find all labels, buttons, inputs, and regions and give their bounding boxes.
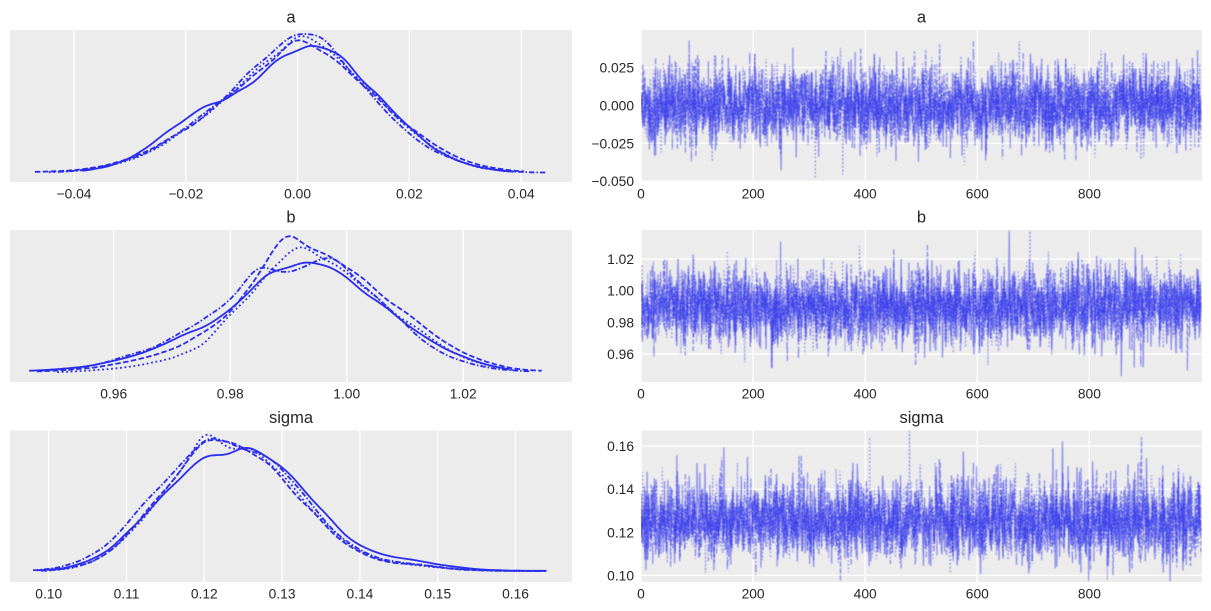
svg-text:0.15: 0.15 (424, 587, 451, 602)
svg-text:0: 0 (637, 387, 645, 402)
svg-text:a: a (286, 9, 296, 27)
svg-text:400: 400 (854, 387, 877, 402)
svg-text:0.98: 0.98 (607, 315, 634, 330)
svg-text:1.02: 1.02 (450, 387, 477, 402)
svg-text:−0.025: −0.025 (591, 136, 634, 151)
svg-text:0.025: 0.025 (599, 61, 634, 76)
svg-text:0.16: 0.16 (502, 587, 529, 602)
svg-text:0.12: 0.12 (191, 587, 218, 602)
svg-text:400: 400 (854, 187, 877, 202)
svg-text:0.96: 0.96 (607, 347, 634, 362)
svg-text:0.04: 0.04 (508, 187, 535, 202)
svg-text:600: 600 (966, 387, 989, 402)
svg-text:600: 600 (966, 587, 989, 602)
svg-text:0.14: 0.14 (607, 482, 634, 497)
svg-text:−0.02: −0.02 (168, 187, 203, 202)
svg-text:sigma: sigma (269, 409, 314, 427)
svg-text:600: 600 (966, 187, 989, 202)
svg-text:0.10: 0.10 (35, 587, 62, 602)
svg-text:1.00: 1.00 (607, 284, 634, 299)
svg-text:0.000: 0.000 (599, 98, 634, 113)
svg-text:−0.050: −0.050 (591, 174, 634, 189)
svg-text:0.02: 0.02 (396, 187, 423, 202)
svg-text:b: b (917, 209, 926, 227)
svg-text:0.98: 0.98 (217, 387, 244, 402)
svg-text:0: 0 (637, 587, 645, 602)
svg-text:−0.04: −0.04 (57, 187, 92, 202)
svg-text:800: 800 (1078, 387, 1101, 402)
svg-text:0.16: 0.16 (607, 439, 634, 454)
svg-text:800: 800 (1078, 187, 1101, 202)
svg-text:1.02: 1.02 (607, 252, 634, 267)
svg-text:0.96: 0.96 (100, 387, 127, 402)
svg-text:200: 200 (742, 387, 765, 402)
svg-text:a: a (917, 9, 927, 27)
svg-text:1.00: 1.00 (333, 387, 360, 402)
svg-text:0.11: 0.11 (114, 587, 140, 602)
svg-text:0.10: 0.10 (607, 568, 634, 583)
svg-text:0.13: 0.13 (269, 587, 296, 602)
svg-text:200: 200 (742, 187, 765, 202)
svg-text:0: 0 (637, 187, 645, 202)
svg-text:200: 200 (742, 587, 765, 602)
svg-text:0.14: 0.14 (346, 587, 373, 602)
svg-text:sigma: sigma (899, 409, 944, 427)
svg-text:b: b (286, 209, 295, 227)
svg-text:800: 800 (1078, 587, 1101, 602)
svg-text:0.00: 0.00 (284, 187, 311, 202)
svg-text:400: 400 (854, 587, 877, 602)
svg-text:0.12: 0.12 (607, 525, 634, 540)
